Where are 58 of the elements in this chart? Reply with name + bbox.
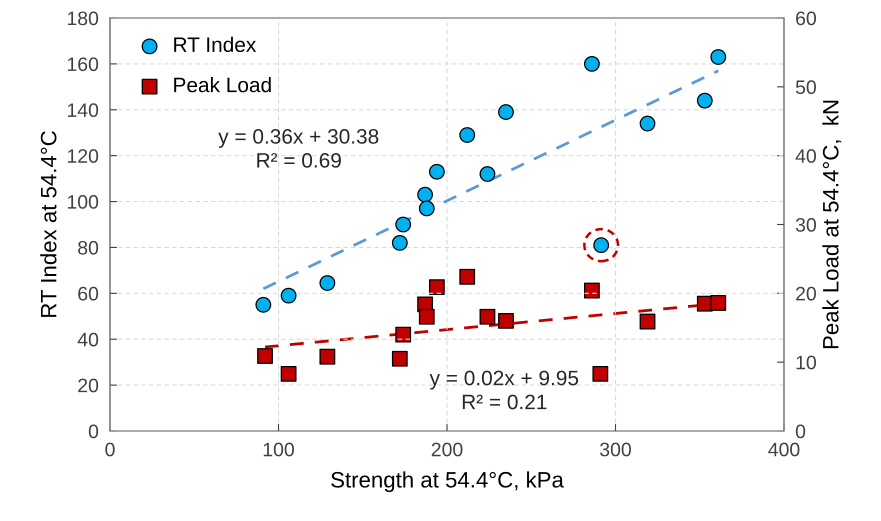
point	[417, 186, 434, 203]
point	[319, 348, 336, 365]
y-tick-label: 140	[68, 103, 98, 118]
legend-label: RT Index	[174, 36, 256, 52]
point	[498, 104, 514, 120]
y-axis-title: RT Index at 54.4°C	[40, 131, 56, 317]
point	[592, 366, 608, 382]
point	[395, 326, 412, 343]
x-tick-label: 0	[105, 442, 115, 456]
y-tick-label: 100	[68, 195, 98, 209]
y2-tick-label: 10	[796, 356, 816, 370]
point	[710, 295, 726, 311]
point	[696, 92, 713, 109]
x-tick-label: 100	[264, 442, 294, 456]
y-tick-label: 180	[68, 11, 98, 26]
y2-axis-title: Peak Load at 54.4°C, kN	[822, 100, 842, 348]
point	[640, 116, 656, 132]
y-tick-label: 120	[68, 149, 98, 163]
point	[480, 308, 496, 325]
y-tick-label: 40	[78, 332, 98, 346]
y-tick-label: 60	[78, 286, 98, 301]
point	[640, 314, 656, 330]
y-tick-label: 0	[88, 424, 98, 438]
point	[418, 200, 435, 216]
point	[280, 288, 297, 304]
y-tick-label: 80	[78, 240, 98, 255]
annotation: y = 0.02x + 9.95 R² = 0.21	[430, 370, 578, 410]
y2-tick-label: 20	[796, 286, 816, 301]
point	[418, 308, 435, 325]
point	[480, 166, 496, 182]
point	[428, 279, 445, 296]
y2-tick-label: 40	[796, 149, 816, 163]
point	[459, 268, 476, 285]
x-tick-label: 300	[600, 442, 631, 456]
point	[498, 312, 514, 329]
point	[257, 348, 273, 364]
x-axis-title: Strength at 54.4°C, kPa	[331, 471, 564, 492]
y2-tick-label: 30	[796, 218, 816, 232]
point	[395, 216, 412, 232]
point	[584, 282, 600, 298]
annotation: y = 0.36x + 30.38 R² = 0.69	[218, 129, 378, 168]
point	[584, 56, 600, 72]
point	[280, 366, 297, 382]
point	[319, 275, 336, 291]
y2-tick-label: 0	[796, 424, 806, 438]
point	[428, 164, 445, 180]
y2-tick-label: 50	[796, 80, 816, 94]
legend-label: Peak Load	[174, 77, 271, 92]
point	[459, 127, 476, 143]
point	[710, 49, 726, 65]
y-tick-label: 160	[68, 57, 98, 72]
point	[255, 296, 272, 313]
y2-tick-label: 60	[796, 11, 816, 26]
x-tick-label: 200	[432, 442, 462, 456]
point	[392, 234, 408, 251]
x-tick-label: 400	[768, 442, 800, 456]
y-tick-label: 20	[78, 378, 98, 392]
point	[392, 350, 408, 367]
